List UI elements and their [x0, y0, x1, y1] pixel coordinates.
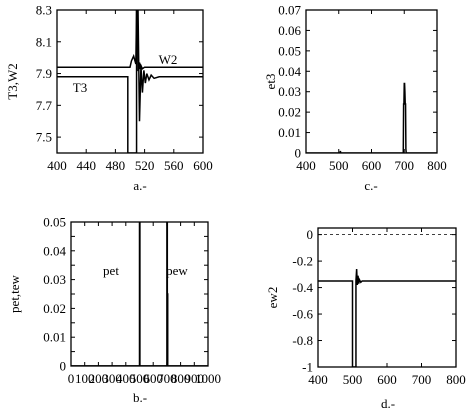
- x-tick-label: 520: [135, 158, 155, 173]
- y-tick-label: 7.5: [36, 130, 52, 145]
- x-tick-label: 500: [329, 158, 349, 173]
- annotation-pet: pet: [103, 263, 119, 278]
- y-tick-label: 0.02: [278, 105, 301, 120]
- y-tick-label: -0.6: [292, 307, 313, 322]
- panel-d: 400 500 600 700 800 0 -0.2 -0.4 -0.6 -0.8 -1 ew2 d.-: [265, 227, 466, 411]
- y-tick-label: 0: [60, 359, 67, 374]
- y-tick-label: 0: [295, 146, 302, 161]
- x-tick-label: 500: [343, 372, 363, 387]
- y-axis-label: pet,tew: [7, 274, 22, 313]
- y-tick-label: 7.9: [36, 66, 52, 81]
- annotation-W2: W2: [159, 52, 178, 67]
- x-tick-label: 400: [308, 372, 328, 387]
- series-line-ew2: [318, 268, 456, 367]
- y-tick-label: 7.7: [36, 98, 53, 113]
- x-tick-label: 600: [377, 372, 397, 387]
- x-tick-label: 440: [76, 158, 96, 173]
- x-tick-label: 300: [102, 371, 122, 386]
- y-tick-label: -0.4: [292, 280, 313, 295]
- y-axis-label: T3,W2: [5, 63, 20, 99]
- series-line-pew: [71, 222, 208, 366]
- x-tick-label: 800: [446, 372, 466, 387]
- y-tick-label: 0.04: [43, 243, 66, 258]
- x-tick-label: 800: [171, 371, 191, 386]
- x-tick-label: 600: [193, 158, 213, 173]
- panel-a: 400 440 480 520 560 600 7.5 7.7 7.9 8.1 8.3 T3,W2 a.…: [5, 3, 213, 194]
- panel-caption: d.-: [381, 396, 395, 411]
- annotation-pew: pew: [166, 263, 188, 278]
- y-tick-label: 0.05: [43, 215, 66, 230]
- panel-caption: a.-: [133, 178, 146, 193]
- y-tick-label: 0.01: [43, 330, 66, 345]
- y-tick-label: 0.01: [278, 125, 301, 140]
- y-tick-label: 0.07: [278, 3, 301, 18]
- x-tick-label: 0: [68, 371, 75, 386]
- x-tick-label: 600: [362, 158, 382, 173]
- x-tick-label: 200: [89, 371, 109, 386]
- y-axis-label: et3: [263, 74, 278, 90]
- x-tick-label: 400: [296, 158, 316, 173]
- x-tick-label: 700: [395, 158, 415, 173]
- y-tick-label: -1: [302, 360, 313, 375]
- x-tick-label: 900: [185, 371, 205, 386]
- x-tick-label: 400: [116, 371, 136, 386]
- x-tick-label: 800: [427, 158, 447, 173]
- x-tick-label: 480: [106, 158, 126, 173]
- x-tick-label: 100: [75, 371, 95, 386]
- panel-caption: b.-: [133, 390, 147, 405]
- y-tick-label: 0.04: [278, 64, 301, 79]
- x-tick-label: 560: [164, 158, 184, 173]
- series-line-W2: [57, 10, 203, 72]
- y-tick-label: 0.03: [278, 84, 301, 99]
- panel-caption: c.-: [364, 178, 377, 193]
- x-tick-label: 700: [412, 372, 432, 387]
- series-line-T3: [57, 10, 203, 153]
- series-line-pet: [71, 222, 208, 366]
- annotation-T3: T3: [73, 80, 87, 95]
- y-tick-label: -0.8: [292, 333, 313, 348]
- y-tick-label: 0.05: [278, 43, 301, 58]
- y-tick-label: 0.06: [278, 23, 301, 38]
- y-tick-label: -0.2: [292, 254, 313, 269]
- plot-frame: [305, 9, 438, 154]
- y-tick-label: 0: [307, 227, 314, 242]
- y-tick-label: 8.3: [36, 3, 52, 18]
- panel-c: 400 500 600 700 800 0 0.01 0.02 0.03 0.04 0.05 0.06…: [263, 3, 447, 194]
- y-tick-label: 0.02: [43, 301, 66, 316]
- x-tick-label: 400: [47, 158, 67, 173]
- y-axis-label: ew2: [265, 287, 280, 309]
- x-tick-label: 500: [130, 371, 150, 386]
- y-tick-label: 8.1: [36, 34, 52, 49]
- panel-b: 0 100200300400500600700800900100000.010.0…: [7, 215, 221, 406]
- plot-frame: [317, 227, 457, 368]
- series-line-et3: [306, 82, 437, 153]
- x-tick-label: 1000: [195, 371, 221, 386]
- x-tick-label: 700: [157, 371, 177, 386]
- x-tick-label: 600: [143, 371, 163, 386]
- y-tick-label: 0.03: [43, 272, 66, 287]
